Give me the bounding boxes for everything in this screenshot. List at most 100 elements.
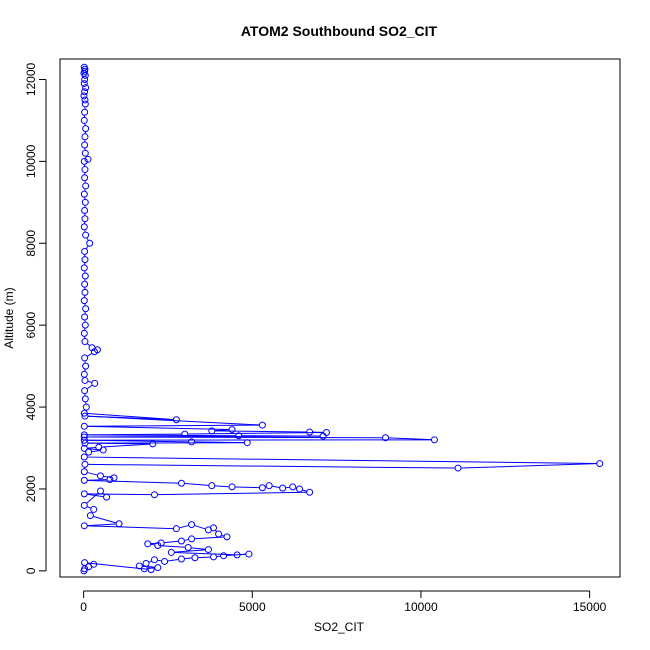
plot-area bbox=[59, 58, 621, 578]
series-segment bbox=[102, 493, 105, 496]
data-point bbox=[80, 80, 88, 88]
data-point bbox=[81, 313, 89, 321]
data-point bbox=[81, 321, 89, 329]
data-point bbox=[81, 247, 89, 255]
y-tick-label: 8000 bbox=[24, 230, 38, 257]
data-point bbox=[188, 521, 196, 529]
data-point bbox=[81, 133, 89, 141]
data-point bbox=[86, 512, 94, 520]
data-point bbox=[243, 439, 251, 447]
data-point bbox=[81, 198, 89, 206]
series-segment bbox=[87, 424, 260, 427]
data-point bbox=[144, 540, 152, 548]
data-point bbox=[81, 75, 89, 83]
y-tick-label: 0 bbox=[24, 567, 38, 574]
data-point bbox=[81, 376, 89, 384]
data-point bbox=[81, 215, 89, 223]
y-tick-label: 4000 bbox=[24, 393, 38, 420]
data-point bbox=[80, 422, 88, 430]
data-point bbox=[161, 557, 169, 565]
series-segment bbox=[191, 547, 206, 550]
x-tick-label: 15000 bbox=[573, 600, 607, 614]
data-point bbox=[191, 554, 199, 562]
series-segment bbox=[148, 560, 152, 563]
data-point bbox=[81, 207, 89, 215]
data-point bbox=[80, 409, 88, 417]
x-tick-label: 5000 bbox=[239, 600, 266, 614]
data-point bbox=[106, 476, 114, 484]
x-tick-label: 0 bbox=[80, 600, 87, 614]
y-axis: 0 2000 4000 6000 8000 10000 12000 bbox=[24, 62, 47, 574]
data-point bbox=[258, 484, 266, 492]
data-point bbox=[82, 231, 90, 239]
data-point bbox=[80, 476, 88, 484]
data-point bbox=[323, 428, 331, 436]
series-segment bbox=[88, 463, 455, 469]
series-segment bbox=[87, 479, 179, 484]
data-point bbox=[319, 432, 327, 440]
series-segment bbox=[215, 430, 307, 433]
data-point bbox=[172, 416, 180, 424]
data-point bbox=[81, 288, 89, 296]
data-point bbox=[306, 428, 314, 436]
data-point bbox=[96, 472, 104, 480]
data-point bbox=[81, 71, 89, 79]
series-segment bbox=[87, 436, 383, 439]
series-segment bbox=[150, 543, 155, 546]
data-point bbox=[209, 553, 217, 561]
data-point bbox=[82, 84, 90, 92]
data-point bbox=[81, 100, 89, 108]
x-axis-label: SO2_CIT bbox=[314, 620, 365, 634]
data-point bbox=[80, 522, 88, 530]
data-point bbox=[81, 96, 89, 104]
data-point bbox=[81, 460, 89, 468]
data-point bbox=[188, 438, 196, 446]
data-point bbox=[91, 379, 99, 387]
series-segment bbox=[86, 237, 89, 241]
data-point bbox=[80, 116, 88, 124]
series-segment bbox=[174, 549, 206, 553]
data-point bbox=[85, 563, 93, 571]
data-point bbox=[135, 562, 143, 570]
series-segment bbox=[87, 343, 90, 346]
data-point bbox=[80, 157, 88, 165]
data-point bbox=[110, 474, 118, 482]
y-tick-label: 12000 bbox=[24, 62, 38, 96]
data-point bbox=[82, 125, 90, 133]
data-series bbox=[80, 63, 604, 575]
data-point bbox=[154, 564, 162, 572]
data-point bbox=[80, 190, 88, 198]
series-segment bbox=[198, 556, 211, 559]
x-axis: 0 5000 10000 15000 bbox=[80, 590, 607, 614]
series-segment bbox=[87, 493, 152, 496]
data-point bbox=[140, 565, 148, 573]
data-point bbox=[81, 166, 89, 174]
series-segment bbox=[87, 523, 116, 527]
series-segment bbox=[102, 443, 150, 448]
data-point bbox=[81, 108, 89, 116]
data-point bbox=[82, 403, 90, 411]
data-point bbox=[80, 370, 88, 378]
data-point bbox=[80, 444, 88, 452]
data-point bbox=[81, 439, 89, 447]
data-point bbox=[82, 305, 90, 313]
data-point bbox=[81, 387, 89, 395]
series-segment bbox=[157, 559, 162, 562]
data-point bbox=[184, 544, 192, 552]
series-segment bbox=[184, 557, 192, 560]
data-point bbox=[80, 431, 88, 439]
data-point bbox=[382, 434, 390, 442]
series-segment bbox=[87, 425, 229, 431]
series-segment bbox=[103, 475, 111, 478]
data-point bbox=[245, 550, 253, 558]
data-point bbox=[80, 501, 88, 509]
data-point bbox=[80, 329, 88, 337]
series-segment bbox=[87, 380, 92, 383]
series-segment bbox=[87, 353, 92, 357]
series-segment bbox=[164, 540, 179, 544]
data-point bbox=[81, 280, 89, 288]
series-segment bbox=[88, 442, 150, 445]
data-point bbox=[82, 182, 90, 190]
data-point bbox=[235, 432, 243, 440]
data-point bbox=[172, 525, 180, 533]
